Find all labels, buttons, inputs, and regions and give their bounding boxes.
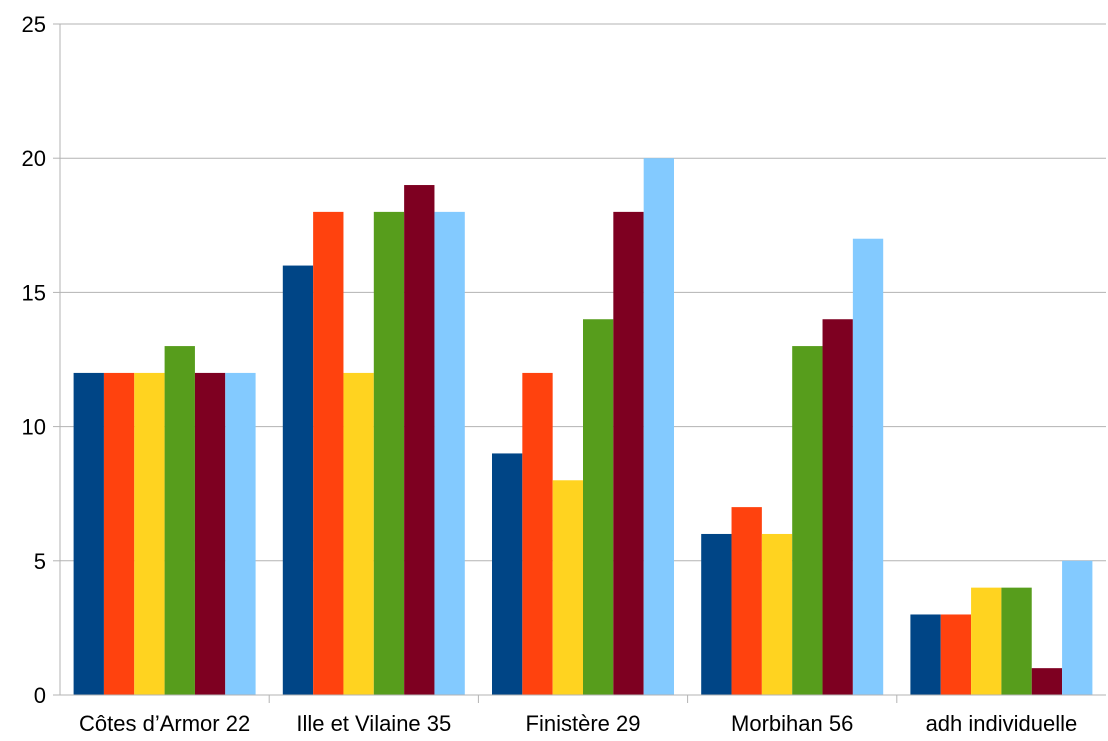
- bar-series-6-cat-5: [1062, 560, 1093, 695]
- bar-series-1-cat-5: [910, 614, 941, 695]
- bar-series-4-cat-5: [1001, 587, 1032, 695]
- bar-series-2-cat-4: [731, 507, 762, 695]
- x-category-label: Côtes d’Armor 22: [79, 711, 250, 736]
- y-tick-labels: 0 5 10 15 20 25: [22, 12, 46, 708]
- y-tick-label: 25: [22, 12, 46, 37]
- bar-series-1-cat-2: [282, 265, 314, 695]
- bar-series-3-cat-4: [761, 533, 793, 695]
- bar-series-4-cat-2: [373, 211, 405, 695]
- bar-series-2-cat-2: [313, 211, 344, 695]
- bar-series-5-cat-5: [1031, 668, 1063, 695]
- bar-series-3-cat-1: [134, 372, 165, 695]
- bar-series-6-cat-2: [434, 211, 465, 695]
- bar-series-3-cat-3: [552, 480, 583, 695]
- y-tick-label: 0: [34, 683, 46, 708]
- x-category-label: Finistère 29: [526, 711, 641, 736]
- bar-series-4-cat-1: [164, 346, 195, 695]
- bar-series-1-cat-3: [492, 453, 523, 695]
- bar-series-5-cat-1: [194, 372, 226, 695]
- bar-series-2-cat-3: [522, 372, 553, 695]
- bars: [73, 158, 1093, 696]
- x-category-label: Morbihan 56: [731, 711, 853, 736]
- x-category-label: adh individuelle: [926, 711, 1078, 736]
- bar-series-4-cat-4: [792, 346, 823, 695]
- bar-series-5-cat-4: [822, 319, 853, 695]
- bar-series-1-cat-1: [73, 372, 104, 695]
- bar-series-1-cat-4: [701, 533, 732, 695]
- y-tick-label: 5: [34, 549, 46, 574]
- bar-series-6-cat-1: [225, 372, 256, 695]
- bar-series-2-cat-1: [103, 372, 135, 695]
- bar-series-5-cat-2: [404, 185, 435, 696]
- bar-series-3-cat-2: [343, 372, 374, 695]
- y-tick-label: 15: [22, 280, 46, 305]
- y-tick-label: 20: [22, 146, 46, 171]
- bar-series-4-cat-3: [583, 319, 614, 695]
- bar-series-6-cat-4: [852, 238, 884, 695]
- x-category-label: Ille et Vilaine 35: [296, 711, 451, 736]
- bar-series-3-cat-5: [971, 587, 1002, 695]
- axes: [53, 23, 1106, 703]
- x-category-labels: Côtes d’Armor 22 Ille et Vilaine 35 Finist…: [79, 711, 1077, 736]
- bar-series-2-cat-5: [940, 614, 972, 695]
- bar-series-6-cat-3: [643, 158, 674, 695]
- y-tick-label: 10: [22, 415, 46, 440]
- bar-series-5-cat-3: [613, 211, 644, 695]
